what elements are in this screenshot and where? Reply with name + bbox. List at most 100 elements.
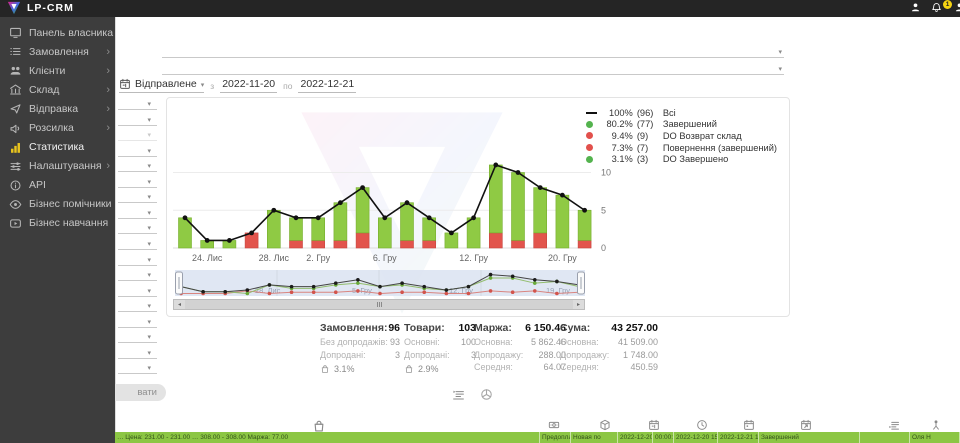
navigator-scrollbar[interactable]: ◂ ▸	[173, 299, 585, 310]
globe-icon-button[interactable]	[480, 388, 493, 401]
side-filter-select-7[interactable]: ▾	[118, 189, 157, 204]
chevron-right-icon: ›	[106, 122, 110, 135]
warehouse-icon	[10, 84, 21, 95]
chevron-down-icon: ▾	[147, 209, 151, 217]
side-filter-select-18[interactable]: ▾	[118, 360, 157, 375]
side-filter-select-16[interactable]: ▾	[118, 329, 157, 344]
legend-item[interactable]: 3.1% (3) DO Завершено	[585, 153, 777, 165]
chevron-down-icon: ▾	[147, 225, 151, 233]
chevron-down-icon: ▾	[147, 147, 151, 155]
upsell-rate: 2.9%	[404, 364, 476, 374]
sidebar-item-7[interactable]: Статистика	[0, 138, 115, 157]
legend-percent: 80.2%	[606, 119, 633, 130]
legend-dot-marker	[585, 155, 600, 163]
table-cell: 2022-12-20 15:00:20	[676, 432, 718, 443]
table-header-chart-lines-icon[interactable]	[888, 419, 900, 431]
side-filter-select-2[interactable]: ▾	[118, 112, 157, 126]
calendar-date-icon	[649, 419, 659, 430]
clock-icon	[697, 420, 707, 430]
statistics-chart-card: 0 5 10 24. Лис 28. Лис 2. Гру 6. Гру 12. Гру 20.…	[166, 97, 790, 317]
date-type-select[interactable]: Відправлене ▾	[119, 78, 205, 93]
date-filter-row: Відправлене ▾ з 2022-11-20 по 2022-12-21	[119, 77, 357, 93]
user-icon[interactable]	[910, 2, 921, 13]
bell-icon[interactable]	[931, 2, 942, 13]
table-header-person-route-icon[interactable]	[930, 419, 942, 431]
side-filter-select-12[interactable]: ▾	[118, 267, 157, 282]
side-filter-select-6[interactable]: ▾	[118, 174, 157, 188]
table-header-gift-icon[interactable]	[599, 419, 611, 431]
sidebar-item-11[interactable]: Бізнес навчання	[0, 214, 115, 233]
top-filter-select-2[interactable]: ▾	[162, 60, 784, 75]
partial-user-icon	[955, 3, 960, 12]
sidebar-item-6[interactable]: Розсилка ›	[0, 118, 115, 137]
search-button[interactable]: вати	[102, 384, 166, 401]
app-logo[interactable]: LP-CRM	[7, 1, 74, 15]
legend-label: Повернення (завершений)	[662, 142, 777, 153]
table-cell: … Цена: 231.00 - 231.00 … 308.00 - 308.0…	[115, 432, 540, 443]
sidebar-item-label: Розсилка	[29, 122, 74, 135]
sidebar-item-5[interactable]: Відправка ›	[0, 99, 115, 118]
topbar: LP-CRM 1	[0, 0, 960, 17]
legend-item[interactable]: 80.2% (77) Завершений	[585, 119, 777, 131]
table-header-banknote-icon[interactable]	[548, 419, 560, 431]
scrollbar-grip[interactable]	[376, 302, 382, 307]
table-header-calendar-export-icon[interactable]	[800, 419, 812, 431]
clients-icon	[10, 67, 21, 75]
bag-icon	[314, 420, 324, 432]
legend-count: (3)	[636, 154, 649, 165]
side-filter-select-8[interactable]: ▾	[118, 205, 157, 219]
stat-row: Без допродажів: 93	[320, 337, 400, 347]
sidebar-item-label: Замовлення	[29, 45, 89, 58]
scroll-right-button[interactable]: ▸	[573, 300, 584, 309]
table-cell: Оля Н	[910, 432, 960, 443]
sidebar-item-1[interactable]: Панель власника	[0, 23, 115, 42]
legend-item[interactable]: 7.3% (7) Повернення (завершений)	[585, 142, 777, 154]
legend-count: (96)	[636, 107, 654, 118]
stat-row: Основна: 41 509.00	[560, 337, 658, 347]
side-filter-select-15[interactable]: ▾	[118, 314, 157, 328]
sidebar-item-2[interactable]: Замовлення ›	[0, 42, 115, 61]
scroll-left-button[interactable]: ◂	[174, 300, 185, 309]
stat-row: Допродажу: 1 748.00	[560, 349, 658, 360]
stat-column-2: Товари: 103 Основні: 100 Допродані: 3 2.9%	[404, 322, 476, 374]
table-header-clock-icon[interactable]	[696, 419, 708, 431]
side-filter-select-5[interactable]: ▾	[118, 158, 157, 173]
side-filter-select-14[interactable]: ▾	[118, 298, 157, 313]
side-filter-select-17[interactable]: ▾	[118, 345, 157, 359]
date-to-input[interactable]: 2022-12-21	[298, 78, 357, 93]
table-row[interactable]: … Цена: 231.00 - 231.00 … 308.00 - 308.0…	[115, 432, 960, 443]
stat-title: Замовлення: 96	[320, 322, 400, 334]
sidebar-item-10[interactable]: Бізнес помічники	[0, 195, 115, 214]
list-stats-icon-button[interactable]	[452, 388, 465, 401]
side-filter-select-10[interactable]: ▾	[118, 236, 157, 250]
chart-navigator[interactable]: 28. Лис 5. Гру 12. Гру 19. Гру	[175, 268, 585, 298]
sidebar-item-3[interactable]: Клієнти ›	[0, 61, 115, 80]
legend-dot-marker	[585, 132, 600, 140]
side-filter-select-1[interactable]: ▾	[118, 96, 157, 110]
side-filter-select-4[interactable]: ▾	[118, 143, 157, 157]
sidebar-item-8[interactable]: Налаштування ›	[0, 157, 115, 176]
date-from-input[interactable]: 2022-11-20	[220, 78, 278, 93]
stat-title: Сума: 43 257.00	[560, 322, 658, 334]
stat-row: Середня: 450.59	[560, 362, 658, 372]
legend-item[interactable]: 9.4% (9) DO Возврат склад	[585, 130, 777, 142]
legend-line-marker	[585, 111, 600, 114]
side-filter-select-13[interactable]: ▾	[118, 283, 157, 297]
side-filter-select-9[interactable]: ▾	[118, 220, 157, 235]
table-header-calendar-date-icon[interactable]	[648, 419, 660, 431]
sidebar: Панель власника Замовлення › Клієнти › Склад ›…	[0, 17, 115, 443]
table-header-bag-icon[interactable]	[312, 419, 326, 433]
sidebar-item-4[interactable]: Склад ›	[0, 80, 115, 99]
side-filter-select-3[interactable]: ▾	[118, 127, 157, 142]
table-header-calendar-icon[interactable]	[743, 419, 755, 431]
side-filter-select-11[interactable]: ▾	[118, 252, 157, 266]
stat-title: Товари: 103	[404, 322, 476, 334]
top-filter-select-1[interactable]: ▾	[162, 43, 784, 58]
sidebar-item-9[interactable]: API	[0, 176, 115, 195]
legend-item[interactable]: 100% (96) Всі	[585, 107, 777, 119]
stat-row: Допродажу: 288.00	[474, 349, 566, 360]
partial-user-icon[interactable]	[954, 2, 960, 13]
svg-text:5. Гру: 5. Гру	[352, 286, 372, 295]
upsell-rate: 3.1%	[320, 364, 400, 374]
chevron-down-icon: ▾	[147, 101, 151, 108]
